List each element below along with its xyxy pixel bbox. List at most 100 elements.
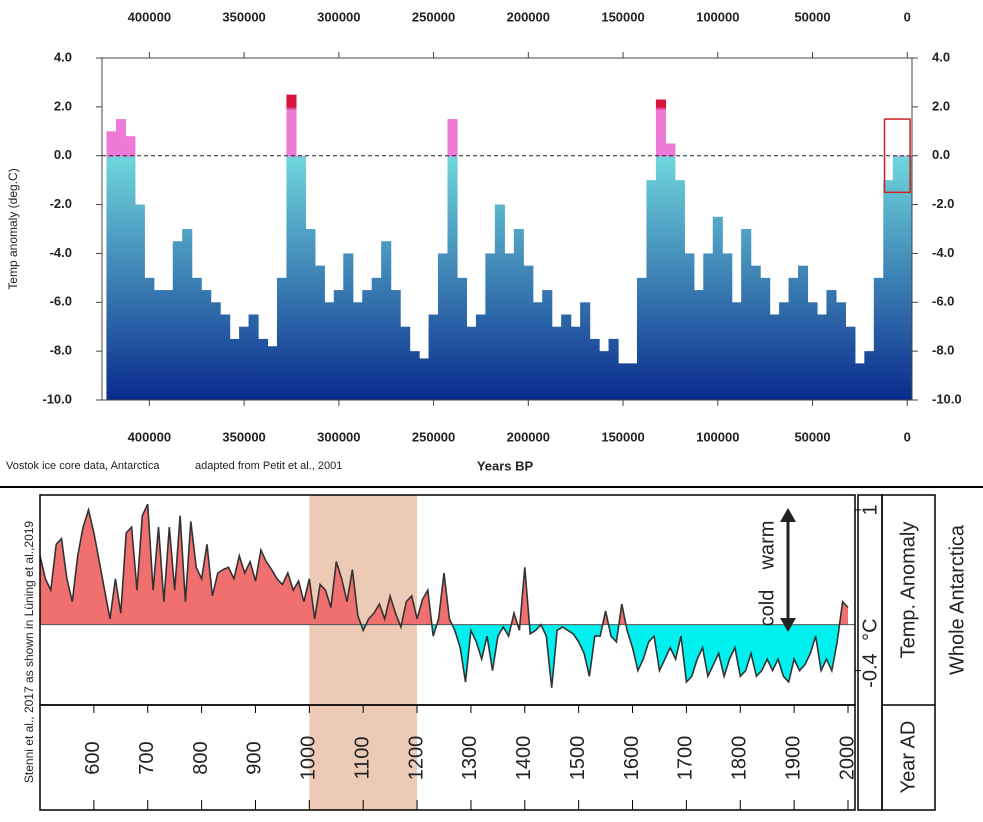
x-tick-label: 600 — [82, 741, 104, 774]
y-tick-label: -0.4 — [859, 653, 881, 687]
warm-label: warm — [756, 521, 778, 571]
y-tick-label-right: 4.0 — [932, 49, 950, 64]
bar — [532, 302, 543, 400]
y-axis-label: Temp anomaly (deg.C) — [6, 168, 20, 289]
x-tick-label: 50000 — [794, 429, 830, 444]
bar — [286, 94, 297, 401]
bar — [163, 290, 174, 400]
x-tick-label: 1000 — [298, 736, 320, 781]
bar — [494, 204, 505, 400]
bar — [892, 155, 903, 400]
bar — [466, 326, 477, 400]
bar — [343, 253, 354, 400]
bar — [267, 346, 278, 400]
bar — [542, 290, 553, 400]
y-tick-label: 0.0 — [54, 147, 72, 162]
source-note: adapted from Petit et al., 2001 — [195, 460, 342, 472]
bar — [182, 229, 193, 400]
bar — [741, 229, 752, 400]
bar — [475, 314, 486, 400]
area-negative — [361, 624, 840, 688]
bar — [106, 131, 117, 401]
bar — [210, 302, 221, 400]
bar — [798, 265, 809, 400]
tick-column — [857, 494, 883, 811]
area-positive — [40, 504, 848, 625]
x-tick-label: 1700 — [675, 736, 697, 781]
y-tick-label: -2.0 — [50, 196, 72, 211]
bar — [655, 99, 666, 401]
bar — [712, 216, 723, 400]
bar — [807, 302, 818, 400]
bar — [873, 277, 884, 400]
bar — [703, 253, 714, 400]
label-column — [881, 494, 936, 811]
x-tick-label-top: 300000 — [317, 9, 360, 24]
x-tick-label: 900 — [244, 741, 266, 774]
x-tick-label: 1800 — [729, 736, 751, 781]
y-tick-label-right: -8.0 — [932, 343, 954, 358]
highlight-box — [883, 118, 911, 194]
arrow-head-up — [780, 508, 796, 522]
bar — [902, 155, 913, 400]
y-axis-label: Temp. Anomaly — [897, 522, 919, 659]
x-tick-label: 2000 — [836, 736, 858, 781]
bar — [381, 241, 392, 400]
bar — [580, 302, 591, 400]
bar — [636, 277, 648, 400]
bar — [333, 290, 344, 400]
bar — [172, 241, 183, 400]
x-tick-label: 1600 — [621, 736, 643, 781]
bar — [646, 180, 657, 400]
bar — [589, 338, 600, 400]
bar — [239, 326, 250, 400]
y-tick-label-right: -10.0 — [932, 391, 962, 406]
bar — [314, 265, 325, 400]
x-tick-label-top: 200000 — [507, 9, 550, 24]
y-tick-label-right: 0.0 — [932, 147, 950, 162]
bar — [220, 314, 231, 400]
x-axis-label: Year AD — [897, 721, 919, 794]
bar — [513, 229, 524, 400]
x-tick-label: 700 — [136, 741, 158, 774]
bar — [684, 253, 695, 400]
bar — [419, 358, 430, 400]
bar — [504, 253, 515, 400]
y-tick-label: -4.0 — [50, 245, 72, 260]
y-tick-label-right: 2.0 — [932, 98, 950, 113]
x-tick-label-top: 250000 — [412, 9, 455, 24]
bar — [854, 363, 865, 400]
bar — [835, 302, 846, 400]
bar — [627, 363, 638, 400]
bar — [295, 155, 306, 400]
bar — [561, 314, 572, 400]
x-tick-label: 200000 — [507, 429, 550, 444]
bar — [883, 180, 894, 400]
bar — [750, 265, 761, 400]
x-tick-label: 1400 — [513, 736, 535, 781]
bar — [153, 290, 164, 400]
cold-label: cold — [756, 590, 778, 627]
bar — [409, 351, 420, 400]
bar — [125, 136, 136, 400]
x-tick-label: 400000 — [128, 429, 171, 444]
bar — [371, 277, 382, 400]
x-axis-label: Years BP — [477, 458, 534, 473]
y-tick-label-right: -6.0 — [932, 294, 954, 309]
bar — [674, 180, 685, 400]
region-label: Whole Antarctica — [946, 524, 968, 675]
bar — [390, 290, 401, 400]
bar — [400, 326, 411, 400]
line — [39, 503, 849, 688]
axis-frame — [39, 704, 856, 811]
x-tick-label: 100000 — [696, 429, 739, 444]
bar — [201, 290, 212, 400]
x-tick-label: 0 — [904, 429, 911, 444]
y-tick-label: -6.0 — [50, 294, 72, 309]
x-tick-label-top: 50000 — [794, 9, 830, 24]
bar — [599, 351, 610, 400]
x-tick-label-top: 350000 — [222, 9, 265, 24]
shaded-period — [309, 495, 418, 810]
x-tick-label: 250000 — [412, 429, 455, 444]
bar — [485, 253, 496, 400]
